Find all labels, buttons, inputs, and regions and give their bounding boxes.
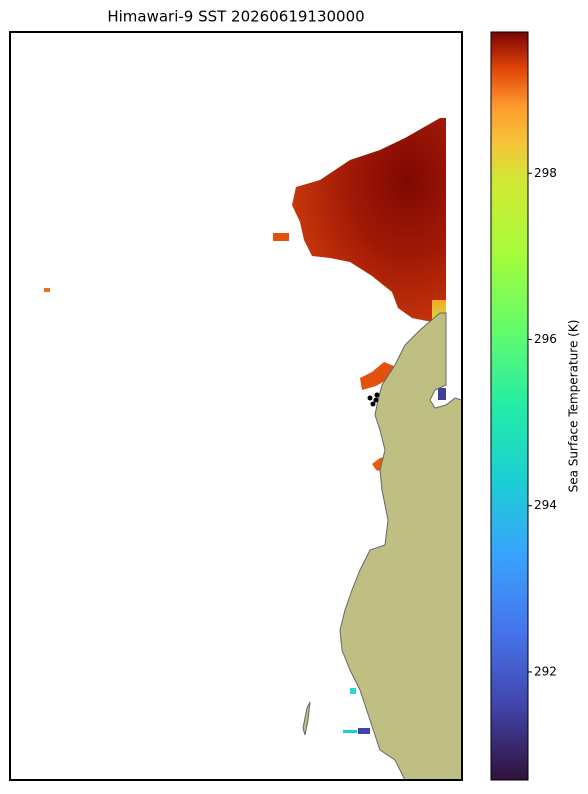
colorbar-tick-label: 292 (534, 664, 557, 678)
sst-patch (343, 730, 357, 733)
marker (367, 395, 373, 401)
island (302, 701, 311, 736)
map-frame (9, 31, 463, 781)
colorbar-tick-label: 298 (534, 166, 557, 180)
map-area (44, 118, 462, 780)
colorbar-tick-label: 296 (534, 332, 557, 346)
colorbar-label: Sea Surface Temperature (K) (567, 320, 581, 493)
sst-patch (44, 288, 50, 292)
sst-patch (360, 362, 394, 390)
sst-warm-region (292, 118, 446, 322)
marker (374, 392, 380, 398)
sst-patch (350, 688, 356, 694)
colorbar (490, 31, 529, 781)
land (339, 312, 462, 780)
colorbar-tick-label: 294 (534, 498, 557, 512)
sst-patch (438, 388, 446, 400)
sst-patch (273, 233, 289, 241)
marker (373, 397, 379, 403)
marker (370, 401, 376, 407)
map-title: Himawari-9 SST 20260619130000 (107, 8, 364, 26)
sst-patch (358, 728, 370, 734)
